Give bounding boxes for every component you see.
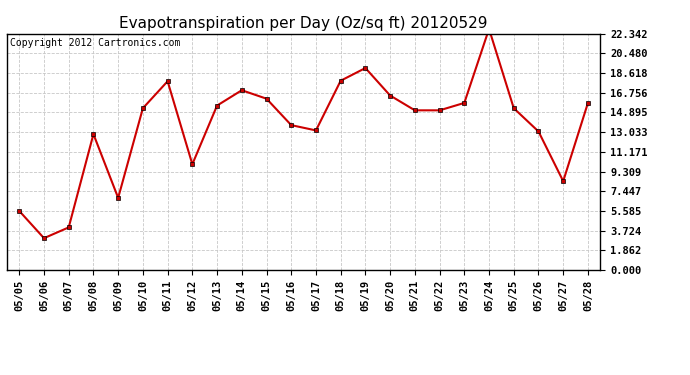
Text: Copyright 2012 Cartronics.com: Copyright 2012 Cartronics.com xyxy=(10,39,180,48)
Title: Evapotranspiration per Day (Oz/sq ft) 20120529: Evapotranspiration per Day (Oz/sq ft) 20… xyxy=(119,16,488,31)
